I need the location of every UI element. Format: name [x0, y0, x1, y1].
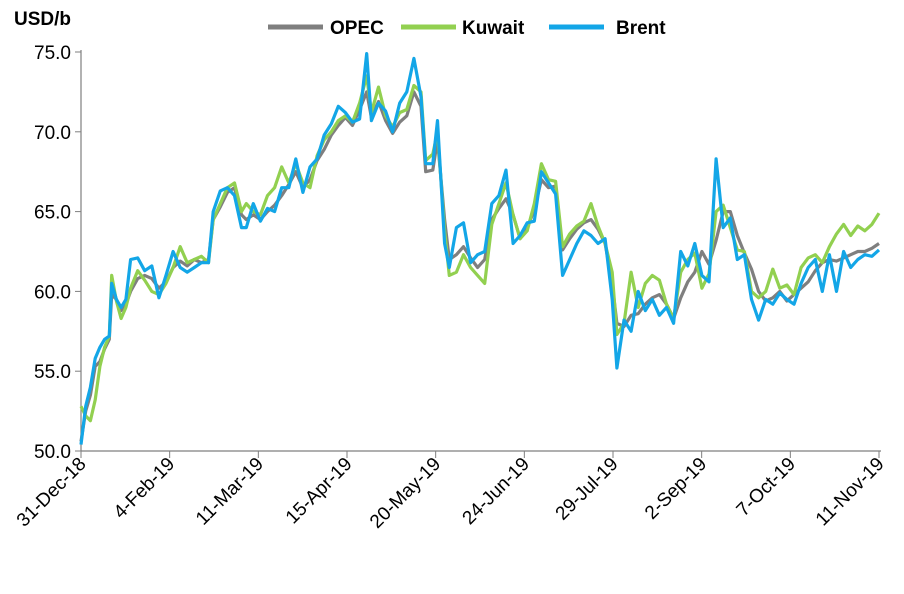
y-tick-label: 60.0: [34, 282, 71, 303]
x-tick-label: 24-Jun-19: [459, 454, 534, 529]
x-tick-label: 20-May-19: [366, 454, 445, 533]
x-tick-label: 15-Apr-19: [282, 454, 357, 529]
x-tick-label: 11-Mar-19: [192, 454, 268, 530]
legend: OPEC Kuwait Brent: [268, 18, 666, 39]
legend-label-brent: Brent: [616, 18, 666, 39]
y-tick-label: 55.0: [34, 362, 71, 383]
series-lines: [79, 52, 881, 445]
y-axis-label: USD/b: [14, 9, 71, 30]
y-tick-label: 70.0: [34, 123, 71, 144]
y-tick-label: 75.0: [34, 43, 71, 64]
y-tick-label: 50.0: [34, 442, 71, 463]
series-line-opec: [79, 90, 880, 442]
x-tick-label: 7-Oct-19: [733, 454, 800, 521]
legend-label-opec: OPEC: [330, 18, 384, 39]
x-tick-label: 2-Sep-19: [641, 454, 711, 524]
y-tick-label: 65.0: [34, 203, 71, 224]
series-line-kuwait: [79, 74, 881, 423]
x-tick-label: 11-Nov-19: [812, 454, 889, 531]
x-tick-label: 29-Jul-19: [552, 454, 623, 525]
legend-label-kuwait: Kuwait: [462, 18, 525, 39]
x-tick-label: 4-Feb-19: [110, 454, 179, 523]
series-line-brent: [79, 52, 881, 445]
x-tick-label: 31-Dec-18: [13, 454, 91, 532]
